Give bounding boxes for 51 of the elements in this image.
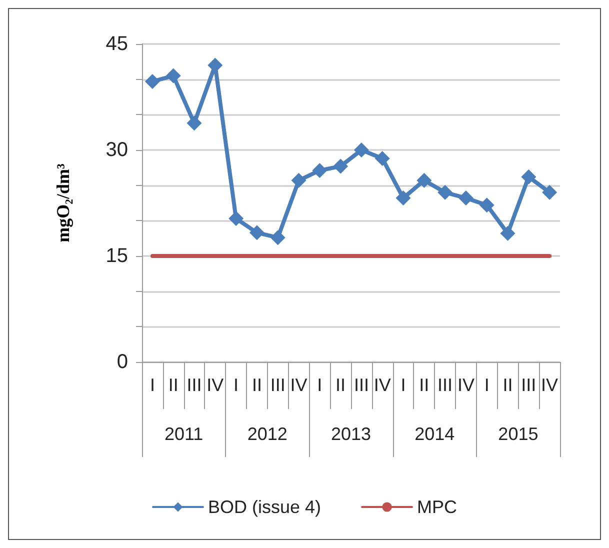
point	[249, 225, 264, 240]
point	[354, 142, 369, 158]
point	[438, 184, 453, 200]
x-tick-label: I	[234, 375, 239, 395]
point	[186, 116, 202, 131]
point	[166, 68, 181, 84]
x-tick-label: I	[317, 375, 322, 395]
x-tick-label: I	[150, 375, 155, 395]
x-tick-label: IV	[206, 375, 224, 395]
point	[416, 172, 432, 188]
x-tick-label: III	[270, 375, 286, 395]
x-tick-label: IV	[541, 375, 558, 395]
legend-label: MPC	[417, 497, 458, 517]
x-tick-label: II	[502, 375, 513, 395]
y-tick-label: 15	[106, 245, 128, 267]
x-tick-label: I	[400, 375, 406, 395]
point	[500, 226, 516, 241]
text: 2014	[414, 424, 455, 444]
x-tick-label: III	[521, 375, 536, 395]
y-tick-label: 30	[106, 139, 128, 161]
point	[333, 158, 348, 174]
x-tick-label: IV	[457, 375, 474, 395]
x-tick-label: III	[438, 375, 453, 395]
point	[521, 169, 536, 184]
y-axis-title: mgO₂/dm³	[53, 163, 73, 242]
point	[144, 74, 160, 89]
text: 2012	[247, 424, 288, 444]
point	[458, 190, 474, 206]
point	[396, 190, 411, 206]
x-tick-label: III	[186, 375, 202, 395]
point	[542, 184, 558, 200]
x-tick-label: IV	[374, 375, 391, 395]
text: 2011	[164, 424, 204, 444]
point	[228, 211, 244, 226]
y-tick-label: 45	[106, 33, 128, 55]
legend-label: BOD (issue 4)	[208, 497, 322, 517]
text: 2015	[498, 424, 538, 444]
point	[479, 198, 494, 213]
x-tick-label: II	[252, 375, 262, 395]
x-tick-label: IV	[290, 375, 308, 395]
point	[270, 230, 286, 246]
x-tick-label: II	[168, 375, 178, 395]
point	[374, 150, 390, 166]
x-tick-label: III	[354, 375, 369, 395]
point	[291, 172, 306, 188]
x-tick-label: II	[419, 375, 430, 395]
x-tick-label: I	[484, 375, 490, 395]
y-tick-label: 0	[116, 351, 128, 373]
text: 2013	[330, 424, 372, 444]
point	[312, 162, 328, 178]
x-tick-label: II	[336, 375, 346, 395]
